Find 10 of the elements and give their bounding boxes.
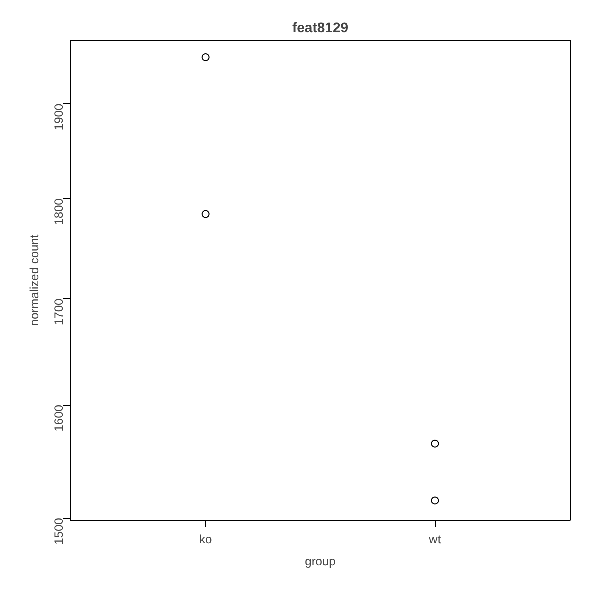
y-tick-label: 1900 — [52, 104, 66, 131]
x-tick-label: ko — [199, 532, 212, 546]
y-tick-label: 1500 — [52, 518, 66, 545]
x-axis-title: group — [305, 554, 336, 568]
y-tick-label: 1800 — [52, 198, 66, 226]
y-axis-title: normalized count — [28, 234, 42, 326]
y-tick-label: 1600 — [52, 404, 66, 432]
x-tick-label: wt — [428, 532, 442, 546]
chart-title: feat8129 — [292, 20, 349, 36]
y-tick-label: 1700 — [52, 298, 66, 326]
